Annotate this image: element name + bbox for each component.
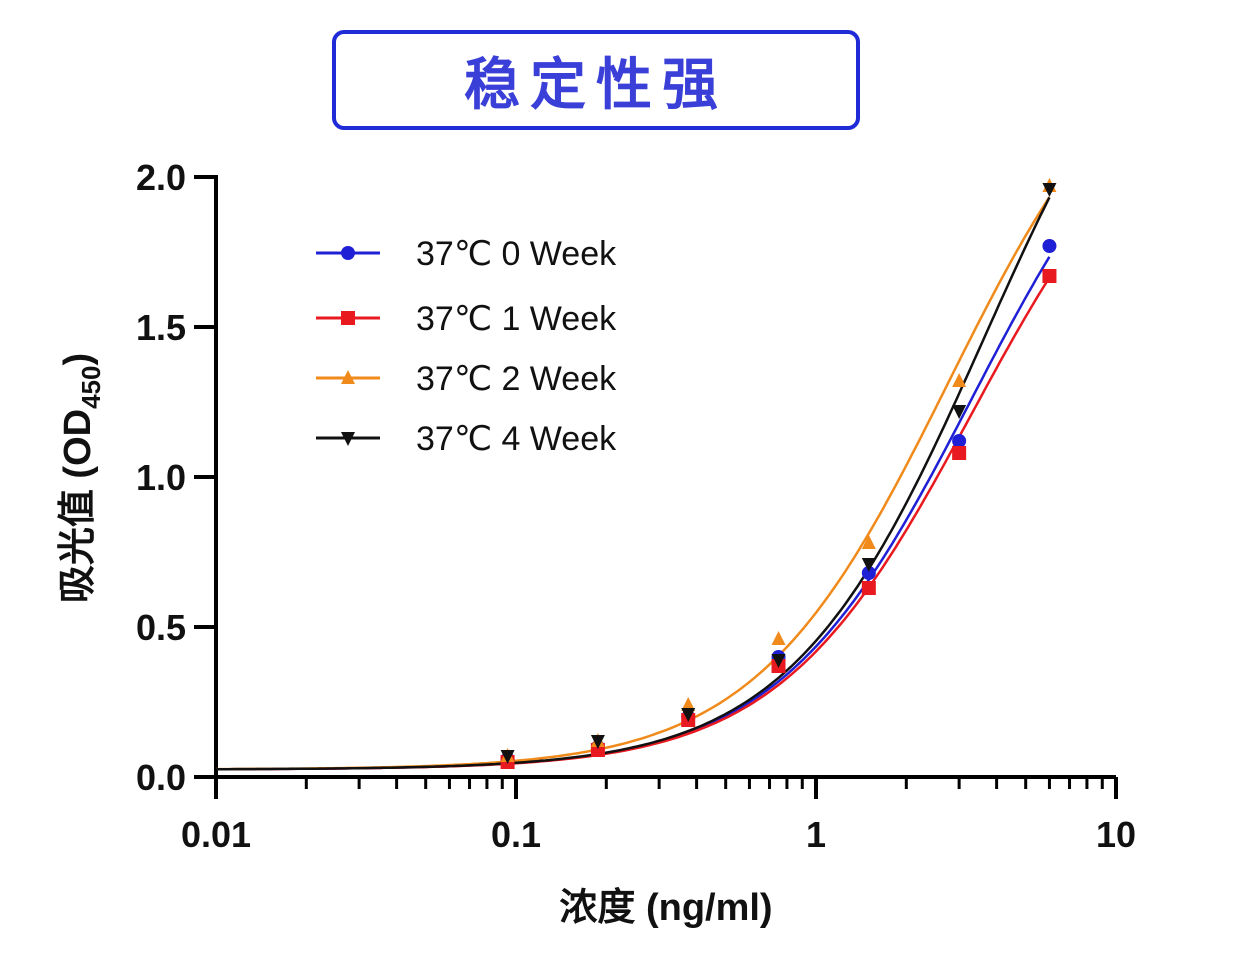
data-point-series-1 bbox=[861, 581, 876, 595]
data-point-series-0 bbox=[952, 434, 967, 448]
legend-label: 37℃ 0 Week bbox=[416, 235, 617, 273]
data-point-series-3 bbox=[500, 750, 515, 764]
curves-group bbox=[216, 196, 1051, 771]
legend-marker bbox=[341, 370, 355, 384]
legend-marker bbox=[341, 432, 355, 446]
data-point-series-1 bbox=[1042, 269, 1057, 283]
x-tick-label: 1 bbox=[806, 814, 826, 855]
legend-label: 37℃ 1 Week bbox=[416, 300, 617, 338]
y-tick-label: 0.5 bbox=[136, 607, 186, 648]
y-tick-label: 0.0 bbox=[136, 757, 186, 798]
data-point-series-2 bbox=[952, 373, 967, 387]
y-tick-label: 1.5 bbox=[136, 307, 186, 348]
y-tick-label: 1.0 bbox=[136, 457, 186, 498]
data-point-series-0 bbox=[861, 566, 876, 580]
legend-marker bbox=[341, 246, 355, 260]
x-tick-label: 0.1 bbox=[491, 814, 541, 855]
data-point-series-2 bbox=[771, 631, 786, 645]
series-curve-1 bbox=[216, 276, 1051, 771]
legend-label: 37℃ 2 Week bbox=[416, 360, 617, 398]
data-point-series-2 bbox=[861, 535, 876, 549]
data-point-series-3 bbox=[771, 654, 786, 668]
legend-label: 37℃ 4 Week bbox=[416, 420, 617, 458]
x-axis-label: 浓度 (ng/ml) bbox=[559, 887, 772, 929]
x-tick-label: 0.01 bbox=[181, 814, 251, 855]
y-axis-label: 吸光值 (OD450) bbox=[57, 353, 106, 603]
y-tick-label: 2.0 bbox=[136, 157, 186, 198]
markers-group bbox=[500, 178, 1057, 769]
series-curve-2 bbox=[216, 196, 1051, 771]
data-point-series-3 bbox=[681, 708, 696, 722]
chart-title: 稳定性强 bbox=[332, 30, 860, 130]
data-point-series-3 bbox=[1042, 183, 1057, 197]
series-curve-0 bbox=[216, 256, 1051, 771]
data-point-series-1 bbox=[952, 446, 967, 460]
data-point-series-3 bbox=[590, 735, 605, 749]
data-point-series-3 bbox=[861, 558, 876, 572]
data-point-series-0 bbox=[1042, 239, 1057, 253]
series-curve-3 bbox=[216, 196, 1051, 771]
legend: 37℃ 0 Week 37℃ 1 Week 37℃ 2 Week 37℃ 4 Week bbox=[316, 235, 617, 458]
x-tick-label: 10 bbox=[1096, 814, 1136, 855]
data-point-series-3 bbox=[952, 405, 967, 419]
data-point-series-2 bbox=[681, 697, 696, 711]
legend-marker bbox=[341, 311, 355, 325]
